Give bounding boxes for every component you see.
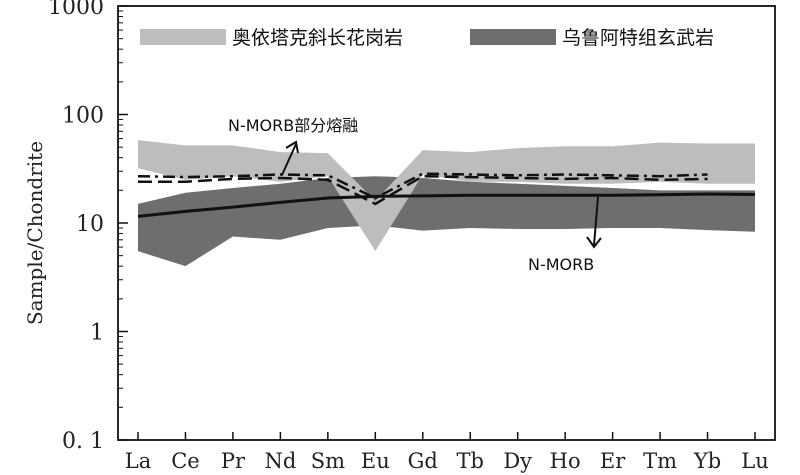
x-tick-label: Nd xyxy=(264,449,296,473)
annotation-arrow-partial-melt xyxy=(281,143,297,176)
x-tick-label: Tb xyxy=(457,449,484,473)
n-morb-line xyxy=(137,192,756,218)
x-tick-label: La xyxy=(125,449,151,473)
legend-swatch-plagiogranite xyxy=(140,29,226,45)
annotation-arrowhead-n-morb xyxy=(586,236,602,249)
x-tick-label: Ce xyxy=(171,449,200,473)
y-tick-label: 100 xyxy=(62,104,104,129)
x-tick-label: Pr xyxy=(221,449,246,473)
legend-label-basalt: 乌鲁阿特组玄武岩 xyxy=(562,27,714,49)
annotations-layer: N-MORB部分熔融 N-MORB xyxy=(228,116,602,274)
partial-melt-dashdot-line xyxy=(137,172,708,200)
plagiogranite-field-band xyxy=(138,140,755,252)
annotation-partial-melt: N-MORB部分熔融 xyxy=(228,116,358,135)
y-tick-label: 10 xyxy=(76,212,104,237)
x-tick-label: Ho xyxy=(550,449,581,473)
legend-label-plagiogranite: 奥依塔克斜长花岗岩 xyxy=(232,27,403,49)
axes-layer: 0. 1 1 10 100 1000 La Ce Pr Nd Sm Eu Gd Tb Dy Ho Er Tm Yb… xyxy=(23,0,776,473)
partial-melt-dashed-line xyxy=(138,174,708,206)
x-tick-label: Tm xyxy=(643,449,677,473)
x-tick-label: Gd xyxy=(408,449,438,473)
y-axis-title: Sample/Chondrite xyxy=(23,141,47,325)
y-tick-label: 0. 1 xyxy=(62,429,104,454)
annotation-arrowhead-partial-melt xyxy=(285,140,299,154)
lines-layer xyxy=(137,172,756,218)
bands-layer xyxy=(138,140,755,267)
legend: 奥依塔克斜长花岗岩 乌鲁阿特组玄武岩 xyxy=(140,27,714,49)
x-tick-label: Eu xyxy=(361,449,390,473)
basalt-field-band xyxy=(138,176,755,267)
legend-swatch-basalt xyxy=(470,29,556,45)
x-tick-label: Sm xyxy=(311,449,345,473)
x-tick-label: Er xyxy=(600,449,626,473)
y-tick-label: 1000 xyxy=(48,0,104,20)
x-tick-label: Dy xyxy=(503,449,532,473)
x-tick-label: Lu xyxy=(741,449,768,473)
x-tick-label: Yb xyxy=(693,449,721,473)
annotation-n-morb: N-MORB xyxy=(528,255,594,274)
y-tick-label: 1 xyxy=(90,321,104,346)
annotation-arrow-n-morb xyxy=(593,196,599,246)
